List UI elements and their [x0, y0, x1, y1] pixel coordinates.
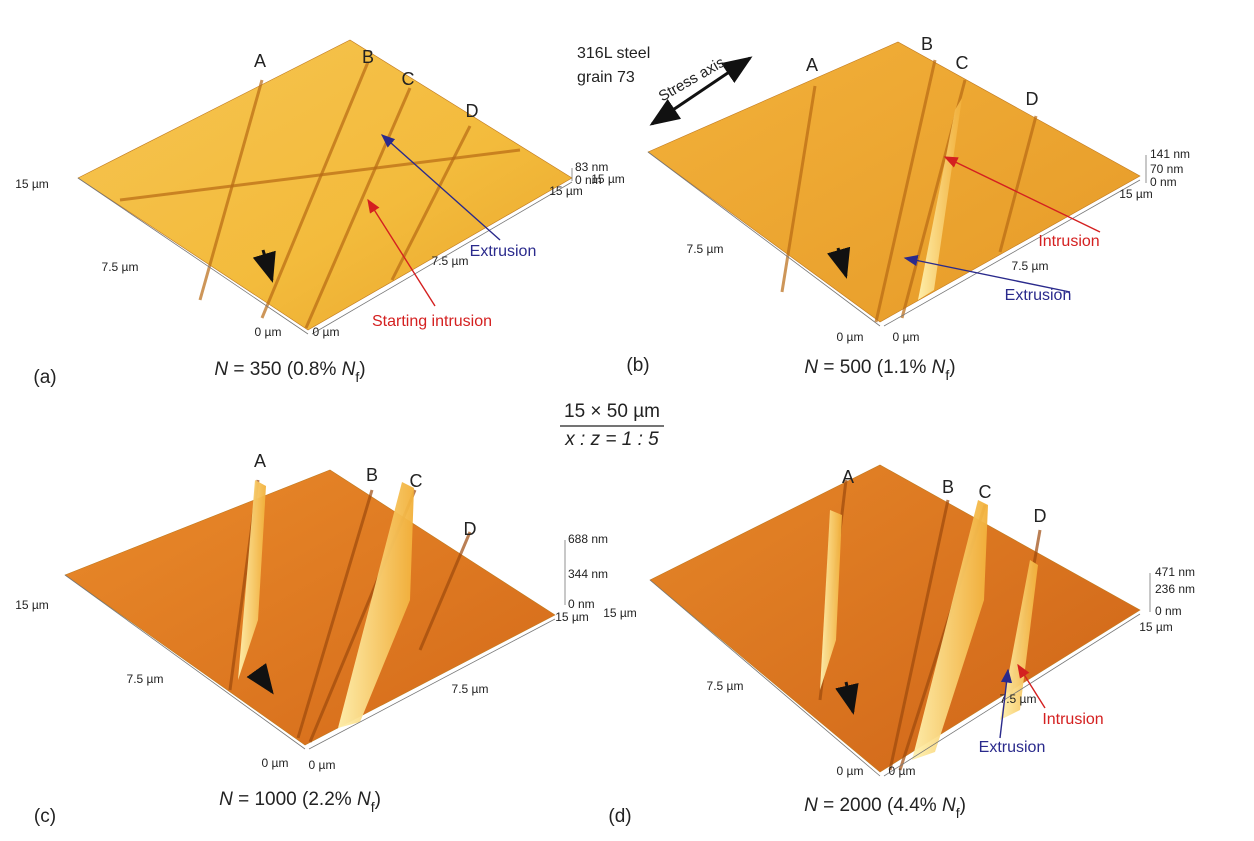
surface [65, 470, 555, 745]
axis-label: 0 µm [262, 756, 289, 770]
annotation: Extrusion [470, 243, 537, 260]
slip-label: D [466, 101, 479, 121]
slip-label: C [956, 53, 969, 73]
panel-label: (d) [608, 806, 631, 827]
caption-part: = 500 (1.1% [818, 357, 932, 378]
caption: N = 350 (0.8% Nf) [214, 359, 365, 385]
caption-part: ) [375, 789, 381, 810]
slip-label: A [254, 51, 266, 71]
slip-label: C [979, 482, 992, 502]
caption-part: N [804, 357, 818, 378]
panel: ABCD471 nm236 nm0 nm15 µm7.5 µm0 µm0 µm7… [603, 465, 1195, 827]
caption-part: = 1000 (2.2% [233, 789, 357, 810]
slip-label: B [362, 47, 374, 67]
caption-part: = 2000 (4.4% [818, 795, 942, 816]
z-label: 344 nm [568, 567, 608, 581]
slip-label: D [1026, 89, 1039, 109]
caption-part: ) [359, 359, 365, 380]
axis-label: 7.5 µm [127, 672, 164, 686]
z-label: 0 nm [568, 597, 595, 611]
caption-part: N [214, 359, 228, 380]
panel-label: (c) [34, 806, 56, 827]
slip-label: A [806, 55, 818, 75]
caption: N = 500 (1.1% Nf) [804, 357, 955, 383]
panel-label: (a) [33, 367, 56, 388]
annotation: Extrusion [1005, 287, 1072, 304]
axis-label: 0 µm [893, 330, 920, 344]
axis-label: 0 µm [837, 764, 864, 778]
caption-part: N [804, 795, 818, 816]
axis-label: 0 µm [255, 325, 282, 339]
slip-label: C [410, 471, 423, 491]
axis-label: 15 µm [591, 172, 625, 186]
slip-label: B [921, 34, 933, 54]
z-label: 141 nm [1150, 147, 1190, 161]
slip-label: D [1034, 506, 1047, 526]
annotation: Intrusion [1038, 233, 1099, 250]
axis-label: 7.5 µm [687, 242, 724, 256]
axis-label: 7.5 µm [1012, 259, 1049, 273]
axis-label: 15 µm [1139, 620, 1173, 634]
axis-label: 15 µm [549, 184, 583, 198]
slip-label: D [464, 519, 477, 539]
axis-label: 7.5 µm [452, 682, 489, 696]
axis-label: 7.5 µm [102, 260, 139, 274]
z-label: 0 nm [1155, 604, 1182, 618]
annotation: Extrusion [979, 739, 1046, 756]
axis-label: 15 µm [1119, 187, 1153, 201]
axis-label: 7.5 µm [432, 254, 469, 268]
caption-part: N [942, 795, 956, 816]
figure: 316L steel grain 73 Stress axis 15 × 50 … [0, 0, 1254, 836]
z-label: 471 nm [1155, 565, 1195, 579]
caption-part: N [932, 357, 946, 378]
caption-part: N [219, 789, 233, 810]
axis-label: 0 µm [889, 764, 916, 778]
slip-label: C [402, 69, 415, 89]
annotation: Starting intrusion [372, 313, 492, 330]
z-label: 70 nm [1150, 162, 1183, 176]
material: 316L steel [577, 45, 650, 62]
axis-label: 15 µm [603, 606, 637, 620]
caption-part: = 350 (0.8% [228, 359, 342, 380]
annotation: Intrusion [1042, 711, 1103, 728]
slip-label: B [942, 477, 954, 497]
z-label: 688 nm [568, 532, 608, 546]
axis-label: 15 µm [15, 177, 49, 191]
panel-label: (b) [626, 355, 649, 376]
caption-part: N [342, 359, 356, 380]
axis-label: 0 µm [837, 330, 864, 344]
surface [648, 42, 1140, 322]
caption-part: N [357, 789, 371, 810]
axis-label: 7.5 µm [707, 679, 744, 693]
z-label: 0 nm [1150, 175, 1177, 189]
caption-part: ) [960, 795, 966, 816]
slip-label: A [254, 451, 266, 471]
axis-label: 15 µm [15, 598, 49, 612]
scale-top: 15 × 50 µm [564, 401, 660, 422]
scale-bottom: x : z = 1 : 5 [564, 429, 659, 450]
grain: grain 73 [577, 69, 635, 86]
z-label: 236 nm [1155, 582, 1195, 596]
axis-label: 0 µm [309, 758, 336, 772]
caption: N = 1000 (2.2% Nf) [219, 789, 381, 815]
axis-label: 0 µm [313, 325, 340, 339]
caption: N = 2000 (4.4% Nf) [804, 795, 966, 821]
slip-label: A [842, 467, 854, 487]
slip-label: B [366, 465, 378, 485]
caption-part: ) [949, 357, 955, 378]
axis-label: 15 µm [555, 610, 589, 624]
